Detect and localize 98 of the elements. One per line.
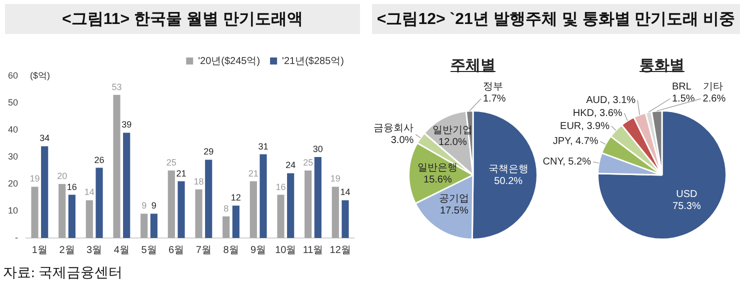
bar bbox=[332, 186, 339, 238]
y-tick-label: 60 bbox=[8, 70, 18, 80]
x-tick-label: 9월 bbox=[250, 244, 266, 256]
data-label: 8 bbox=[224, 203, 229, 214]
slice-label: USD bbox=[676, 189, 698, 200]
data-label: 21 bbox=[176, 168, 186, 178]
x-tick-label: 4월 bbox=[114, 244, 130, 256]
data-label: 50.2% bbox=[494, 176, 523, 187]
bar bbox=[195, 189, 202, 238]
data-label: 29 bbox=[204, 146, 214, 157]
slice-label: 정부 bbox=[483, 82, 503, 92]
bar bbox=[41, 146, 48, 238]
data-label: 18 bbox=[194, 176, 204, 186]
x-tick-label: 3월 bbox=[86, 244, 102, 256]
data-label: 1.5% bbox=[672, 94, 695, 104]
bar bbox=[287, 173, 294, 238]
slice-label: JPY, 4.7% bbox=[552, 136, 598, 148]
data-label: 25 bbox=[166, 157, 176, 168]
slice-label: 금융회사 bbox=[374, 123, 414, 134]
data-label: 39 bbox=[122, 120, 132, 130]
slice-label: 공기업 bbox=[439, 194, 470, 205]
legend-label: '20년($245억) bbox=[198, 56, 260, 67]
bar bbox=[31, 186, 38, 238]
data-label: 2.6% bbox=[702, 94, 726, 104]
y-axis-title: ($억) bbox=[30, 70, 50, 80]
data-label: 1.7% bbox=[483, 94, 506, 104]
x-tick-label: 7월 bbox=[196, 244, 212, 256]
data-label: 31 bbox=[258, 141, 268, 152]
bar bbox=[250, 181, 257, 238]
y-tick-label: 20 bbox=[8, 178, 18, 188]
data-label: 24 bbox=[286, 160, 296, 170]
slice-label: AUD, 3.1% bbox=[586, 94, 636, 106]
bar bbox=[140, 214, 148, 238]
x-tick-label: 1월 bbox=[32, 244, 48, 256]
bar bbox=[277, 194, 284, 238]
chart-title: <그림11> 한국물 월별 만기도래액 bbox=[5, 4, 360, 34]
x-tick-label: 10월 bbox=[275, 244, 296, 256]
x-tick-label: 12월 bbox=[330, 244, 351, 256]
bar bbox=[123, 132, 130, 238]
chart-subtitle: 주체별 bbox=[450, 56, 496, 75]
bar bbox=[232, 206, 240, 238]
slice-label: HKD, 3.6% bbox=[572, 108, 622, 119]
bar bbox=[150, 214, 158, 238]
bar bbox=[68, 194, 76, 238]
bar bbox=[168, 170, 175, 238]
bar bbox=[260, 154, 267, 238]
bar bbox=[58, 184, 66, 238]
bar bbox=[314, 157, 322, 238]
slice-label: CNY, 5.2% bbox=[542, 156, 592, 168]
data-label: 14 bbox=[84, 187, 94, 198]
data-label: 12.0% bbox=[438, 137, 467, 148]
data-label: 9 bbox=[151, 200, 156, 211]
data-label: 21 bbox=[248, 168, 258, 178]
data-label: 16 bbox=[66, 182, 77, 192]
data-label: 30 bbox=[312, 144, 323, 154]
legend-label: '21년($285억) bbox=[282, 56, 344, 67]
bar bbox=[222, 216, 230, 238]
x-tick-label: 8월 bbox=[223, 244, 239, 256]
text: 자료: 국제금융센터 bbox=[3, 265, 122, 282]
data-label: 3.0% bbox=[390, 135, 414, 146]
y-tick-label: 40 bbox=[8, 124, 18, 134]
data-label: 25 bbox=[303, 157, 314, 168]
data-label: 26 bbox=[94, 154, 104, 165]
data-label: 17.5% bbox=[440, 206, 468, 217]
chart-title: 통화별 bbox=[638, 56, 686, 75]
data-label: 12 bbox=[230, 192, 241, 203]
x-tick-label: 5월 bbox=[141, 244, 157, 256]
slice-label: 일반은행 bbox=[418, 162, 458, 174]
data-label: 34 bbox=[40, 133, 50, 144]
bar bbox=[304, 170, 312, 238]
bar bbox=[86, 200, 93, 238]
chart-title: <그림12> `21년 발행주체 및 통화별 만기도래 비중 bbox=[372, 4, 740, 34]
bar bbox=[178, 181, 185, 238]
x-tick-label: 6월 bbox=[168, 244, 184, 256]
slice-label: 일반기업 bbox=[432, 125, 473, 136]
slice-label: EUR, 3.9% bbox=[560, 120, 610, 132]
data-label: 53 bbox=[112, 82, 122, 92]
data-label: 19 bbox=[330, 174, 340, 184]
bar bbox=[96, 168, 103, 238]
x-tick-label: 2월 bbox=[59, 244, 75, 256]
bar bbox=[113, 94, 120, 238]
y-tick-label: 50 bbox=[8, 97, 18, 108]
x-tick-label: 11월 bbox=[302, 244, 324, 256]
data-label: 9 bbox=[142, 200, 147, 211]
slice-label: 기타 bbox=[702, 82, 723, 92]
bar bbox=[205, 160, 212, 238]
slice-label: BRL bbox=[672, 82, 692, 92]
data-label: 19 bbox=[30, 174, 40, 184]
data-label: 20 bbox=[57, 170, 68, 181]
data-label: 15.6% bbox=[424, 174, 452, 186]
y-tick-label: - bbox=[15, 232, 18, 242]
slice-label: 국책은행 bbox=[488, 164, 528, 175]
y-tick-label: 10 bbox=[8, 205, 18, 216]
bar bbox=[342, 200, 349, 238]
data-label: 16 bbox=[276, 182, 286, 192]
data-label: 14 bbox=[340, 187, 350, 198]
y-tick-label: 30 bbox=[8, 151, 18, 162]
data-label: 75.3% bbox=[672, 201, 701, 212]
